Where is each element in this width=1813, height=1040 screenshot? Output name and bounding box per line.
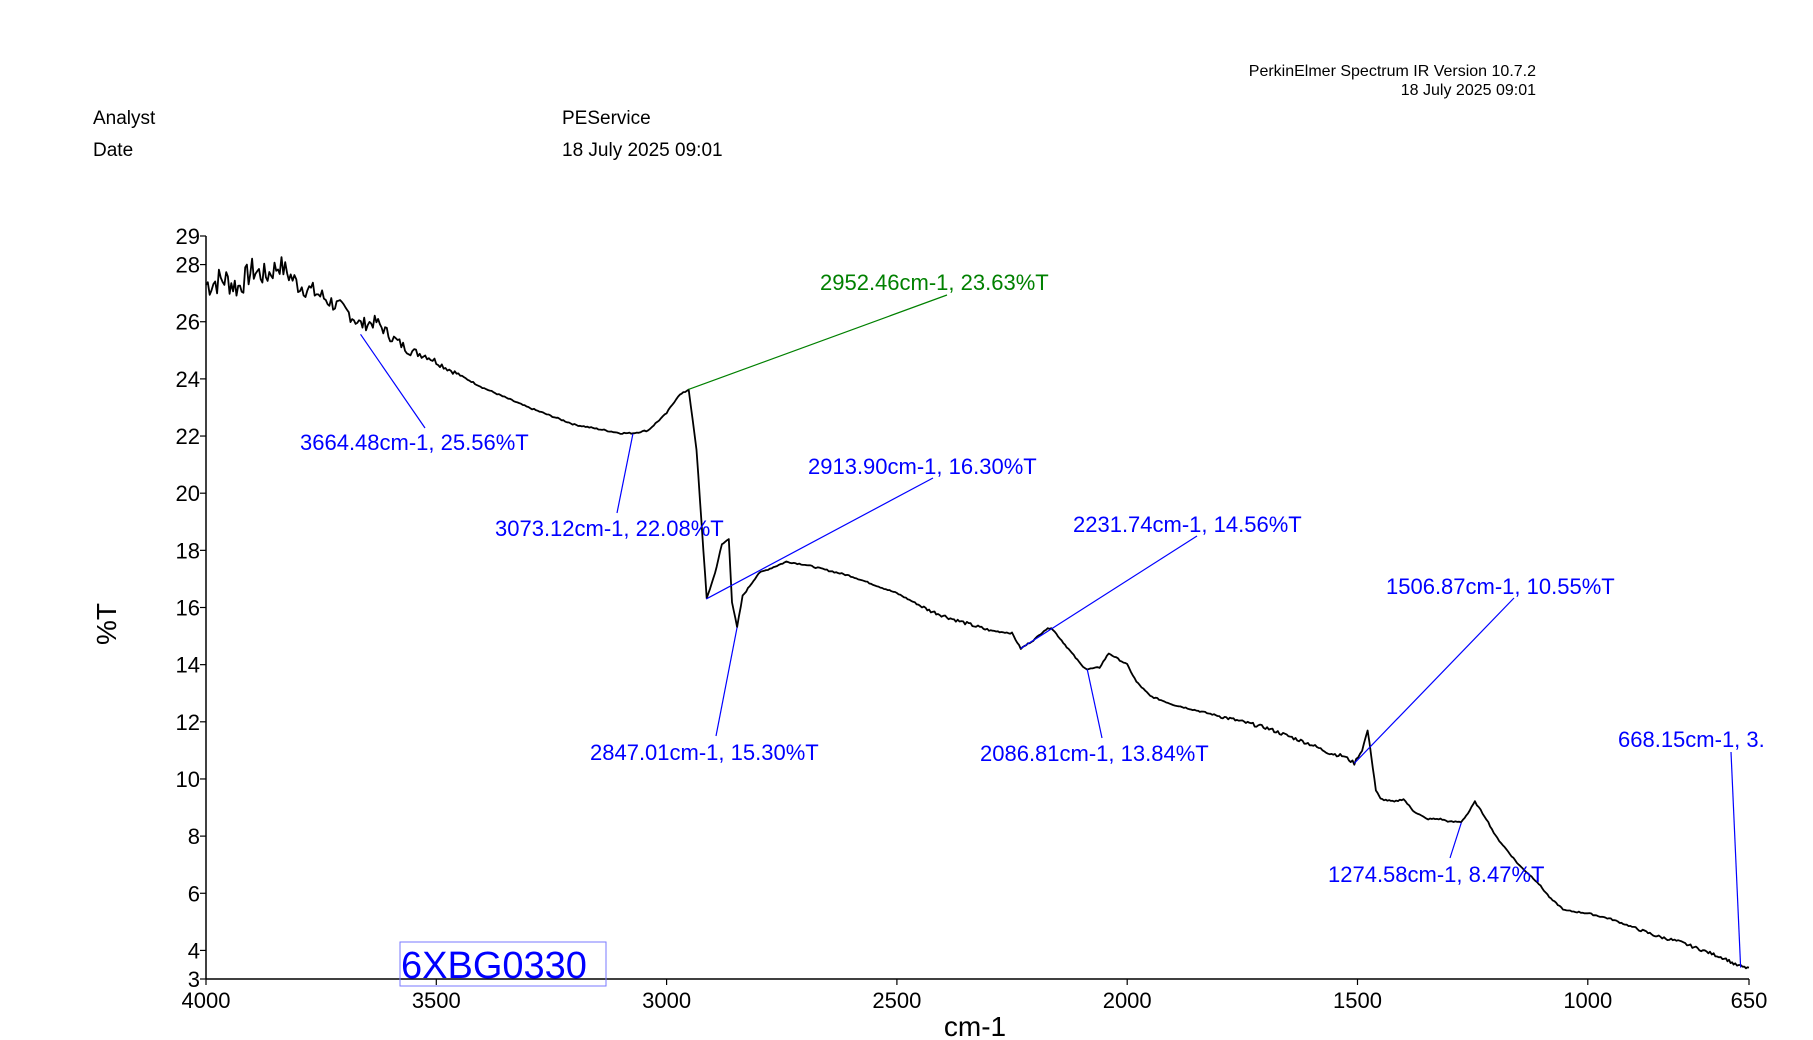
peak-annotations: 3664.48cm-1, 25.56%T 3073.12cm-1, 22.08%T… [300, 270, 1765, 968]
annotation-leader [1353, 597, 1515, 764]
spectrum-trace [205, 256, 1750, 970]
y-tick-label: 22 [176, 424, 200, 449]
annotation-label: 2231.74cm-1, 14.56%T [1073, 512, 1302, 537]
date-label: Date [93, 140, 134, 161]
annotation-label: 2913.90cm-1, 16.30%T [808, 454, 1037, 479]
annotation-leader [1086, 669, 1103, 739]
date-value: 18 July 2025 09:01 [562, 140, 723, 161]
x-tick-label: 1000 [1563, 988, 1612, 1013]
x-axis-label: cm-1 [944, 1011, 1006, 1040]
analyst-value: PEService [562, 108, 651, 129]
annotation-leader [616, 433, 634, 514]
y-tick-label: 26 [176, 310, 200, 335]
annotation-leader [688, 294, 948, 391]
x-tick-label: 3500 [412, 988, 461, 1013]
chart-ticks: 4000 3500 3000 2500 2000 1500 1000 650 3 4 6 8 10 12 1… [176, 224, 1768, 1013]
annotation-label: 668.15cm-1, 3. [1618, 727, 1765, 752]
y-tick-label: 28 [176, 253, 200, 278]
x-tick-label: 2000 [1103, 988, 1152, 1013]
annotation-leader [1449, 822, 1462, 859]
annotation-label: 2086.81cm-1, 13.84%T [980, 741, 1209, 766]
annotation-label: 2952.46cm-1, 23.63%T [820, 270, 1049, 295]
x-tick-label: 650 [1731, 988, 1768, 1013]
y-tick-label: 16 [176, 596, 200, 621]
y-tick-label: 6 [188, 881, 200, 906]
annotation-label: 3073.12cm-1, 22.08%T [495, 516, 724, 541]
x-tick-label: 1500 [1333, 988, 1382, 1013]
annotation-leader [1020, 535, 1198, 650]
x-tick-label: 2500 [872, 988, 921, 1013]
x-tick-label: 4000 [182, 988, 231, 1013]
software-version: PerkinElmer Spectrum IR Version 10.7.2 [1248, 63, 1536, 80]
annotation-label: 2847.01cm-1, 15.30%T [590, 740, 819, 765]
annotation-label: 3664.48cm-1, 25.56%T [300, 430, 529, 455]
sample-label-box [399, 941, 607, 987]
y-tick-label: 14 [176, 653, 200, 678]
annotation-leader [360, 333, 426, 429]
annotation-label: 1274.58cm-1, 8.47%T [1328, 862, 1544, 887]
y-tick-label: 10 [176, 767, 200, 792]
annotation-leader [715, 627, 738, 737]
x-tick-label: 3000 [642, 988, 691, 1013]
annotation-label: 1506.87cm-1, 10.55%T [1386, 574, 1615, 599]
y-tick-label: 24 [176, 367, 200, 392]
annotation-leader [705, 477, 934, 600]
software-date: 18 July 2025 09:01 [1400, 82, 1536, 99]
y-tick-label: 4 [188, 938, 200, 963]
y-tick-label: 20 [176, 481, 200, 506]
y-axis-label: %T [91, 603, 122, 645]
software-info: PerkinElmer Spectrum IR Version 10.7.2 1… [1249, 62, 1536, 100]
analyst-label: Analyst [93, 108, 156, 129]
y-tick-label: 29 [176, 224, 200, 249]
series-line-0 [205, 256, 1750, 970]
y-tick-label: 3 [188, 967, 200, 992]
annotation-leader [1730, 751, 1742, 968]
sample-label[interactable]: 6XBG0330 [401, 945, 587, 987]
y-tick-label: 18 [176, 538, 200, 563]
y-tick-label: 12 [176, 710, 200, 735]
y-tick-label: 8 [188, 824, 200, 849]
